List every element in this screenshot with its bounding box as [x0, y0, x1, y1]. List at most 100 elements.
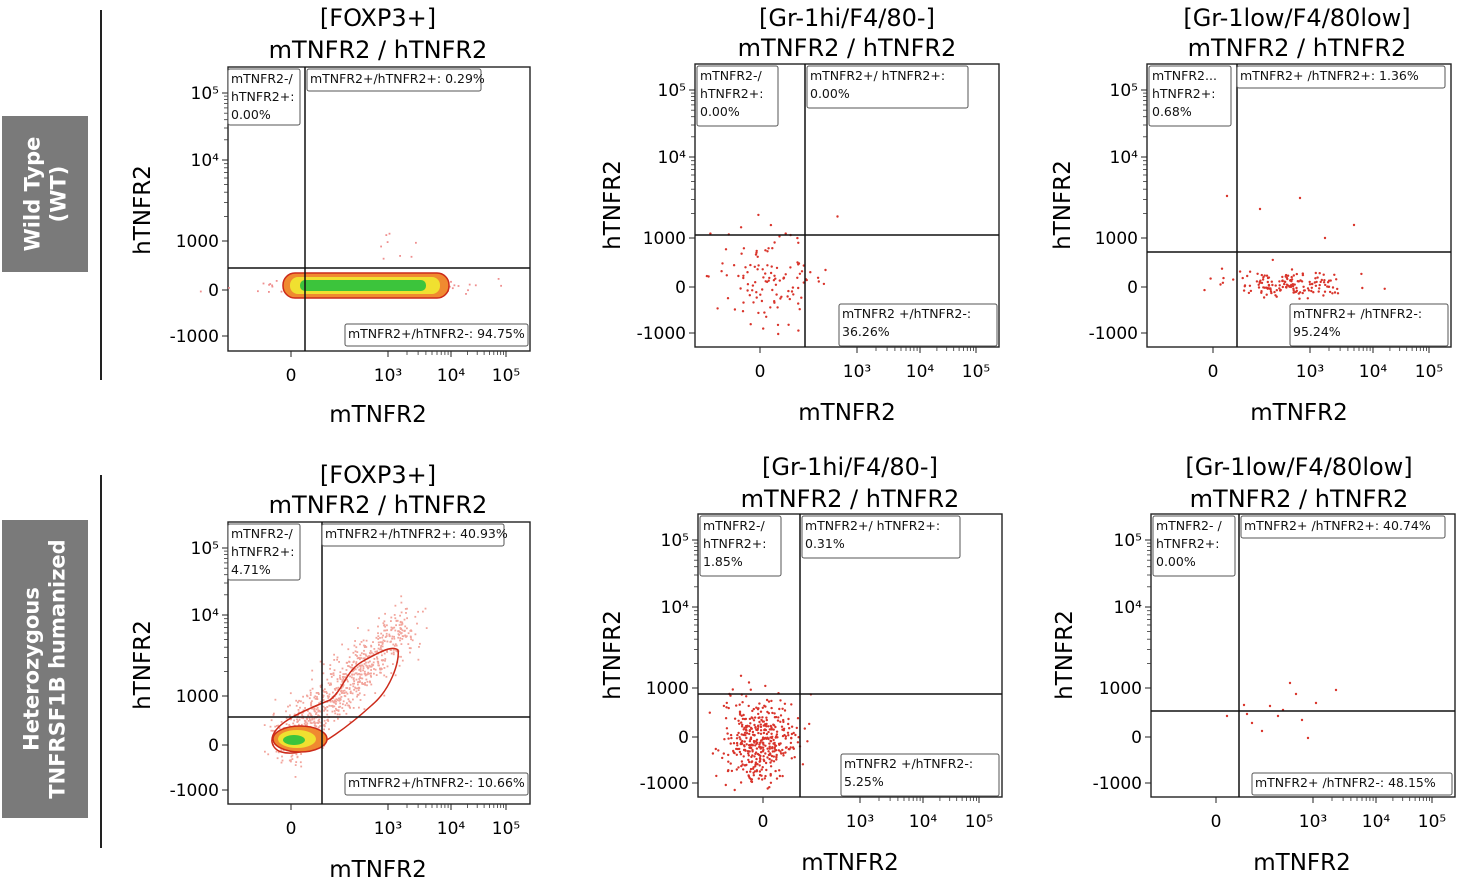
scatter-point [1327, 285, 1330, 288]
scatter-point [1274, 284, 1277, 287]
scatter-point [1267, 284, 1271, 287]
scatter-point [375, 674, 378, 676]
scatter-point [764, 736, 767, 740]
panel-1-0: [FOXP3+]mTNFR2 / hTNFR2 0 10³ 10⁴ 10⁵ 10⁵ 10⁴ 1… [130, 461, 531, 879]
scatter-point [356, 695, 358, 698]
gate-label-text: mTNFR2- / [1156, 518, 1222, 533]
scatter-point [388, 232, 391, 235]
scatter-point [1312, 291, 1315, 294]
scatter-point [760, 299, 764, 303]
scatter-point [315, 711, 318, 714]
scatter-point [395, 624, 397, 627]
scatter-point [385, 675, 388, 678]
scatter-point [500, 284, 502, 287]
scatter-point [775, 753, 778, 757]
scatter-point [365, 678, 368, 681]
scatter-point [360, 652, 363, 655]
scatter-point [323, 728, 325, 731]
scatter-point [775, 777, 779, 780]
y-tick-label: -1000 [1093, 774, 1142, 794]
scatter-point [318, 702, 320, 705]
scatter-point [341, 676, 344, 678]
scatter-point [755, 249, 758, 253]
scatter-point [377, 625, 379, 628]
scatter-point [338, 693, 341, 696]
scatter-point [1298, 297, 1301, 300]
gate-label-text: mTNFR2+/ hTNFR2+: [805, 518, 940, 533]
scatter-point [1209, 277, 1212, 280]
scatter-point [291, 758, 294, 760]
y-tick-label: 1000 [646, 679, 689, 699]
scatter-point [377, 638, 380, 640]
scatter-point [393, 635, 395, 638]
scatter-point [358, 678, 361, 680]
scatter-point [400, 611, 403, 614]
scatter-point [331, 710, 334, 713]
scatter-point [1265, 293, 1268, 296]
scatter-point [271, 284, 273, 287]
scatter-point [1278, 280, 1281, 283]
scatter-point [732, 751, 736, 754]
scatter-point [295, 753, 298, 756]
scatter-point [751, 767, 755, 770]
scatter-point [717, 749, 720, 752]
scatter-point [394, 617, 397, 620]
scatter-point [317, 709, 320, 712]
scatter-point [323, 719, 326, 722]
scatter-point [778, 235, 781, 238]
scatter-point [729, 762, 732, 765]
scatter-point [297, 720, 299, 723]
scatter-point [400, 632, 403, 634]
y-tick-label: 0 [208, 281, 219, 301]
scatter-point [742, 713, 745, 717]
scatter-point [759, 732, 763, 735]
scatter-point [739, 753, 743, 756]
scatter-point [362, 665, 365, 668]
scatter-point [275, 750, 278, 753]
scatter-point [757, 264, 760, 267]
scatter-point [754, 763, 757, 766]
scatter-point [356, 657, 359, 660]
scatter-point [1323, 279, 1326, 282]
scatter-point [722, 752, 725, 755]
scatter-point [362, 669, 364, 672]
scatter-point [317, 693, 320, 695]
scatter-point [405, 612, 407, 614]
scatter-point [406, 627, 408, 630]
scatter-point [1336, 292, 1340, 295]
scatter-point [805, 278, 808, 282]
scatter-point [349, 701, 352, 704]
scatter-point [767, 725, 770, 728]
scatter-point [355, 687, 357, 690]
scatter-point [1266, 286, 1269, 290]
scatter-point [399, 255, 401, 257]
scatter-point [398, 630, 400, 633]
scatter-point [768, 753, 771, 756]
scatter-point [781, 707, 784, 710]
scatter-point [755, 291, 758, 294]
scatter-point [344, 676, 347, 679]
scatter-point [355, 678, 358, 681]
x-tick-label: 0 [758, 812, 769, 832]
scatter-point [291, 754, 294, 757]
scatter-point [773, 743, 776, 746]
scatter-point [322, 689, 325, 692]
scatter-point [1284, 280, 1287, 284]
scatter-point [772, 279, 776, 282]
y-tick-label: -1000 [1089, 324, 1138, 344]
scatter-point [780, 725, 784, 728]
scatter-point [786, 295, 789, 298]
scatter-point [774, 749, 778, 752]
scatter-point [274, 698, 277, 701]
scatter-point [370, 675, 372, 678]
scatter-point [776, 719, 780, 722]
scatter-point [723, 738, 726, 741]
x-tick-label: 10⁴ [437, 366, 466, 386]
scatter-point [792, 293, 795, 296]
scatter-point [736, 744, 739, 747]
scatter-point [1261, 278, 1265, 281]
scatter-point [745, 743, 748, 746]
scatter-point [307, 714, 310, 717]
scatter-point [333, 710, 336, 712]
scatter-point [379, 641, 382, 644]
